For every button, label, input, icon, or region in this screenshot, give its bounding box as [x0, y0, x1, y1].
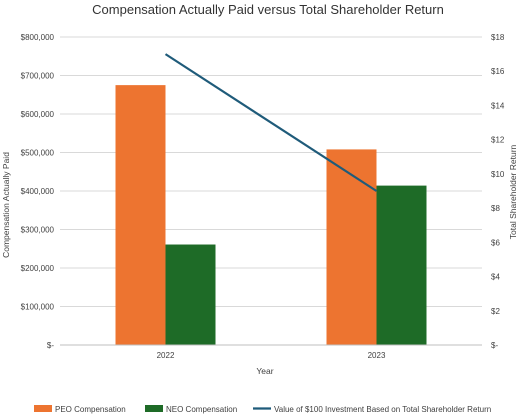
y-axis-label: Compensation Actually Paid: [1, 152, 11, 258]
bar-neo-2022: [165, 244, 216, 345]
bar-peo-2022: [115, 85, 166, 345]
y-tick-label: $300,000: [21, 226, 55, 235]
bars: [115, 85, 427, 345]
legend-label: Value of $100 Investment Based on Total …: [274, 405, 491, 414]
x-axis-label: Year: [256, 366, 273, 376]
y-tick-label: $700,000: [21, 72, 55, 81]
y2-tick-label: $2: [491, 307, 500, 316]
y2-tick-label: $14: [491, 101, 505, 110]
y-tick-label: $200,000: [21, 264, 55, 273]
y2-tick-label: $8: [491, 204, 500, 213]
legend: PEO Compensation NEO Compensation Value of…: [34, 405, 491, 414]
tsr-line: [164, 53, 378, 192]
y-tick-label: $100,000: [21, 303, 55, 312]
legend-label: NEO Compensation: [166, 405, 237, 414]
legend-label: PEO Compensation: [55, 405, 126, 414]
y-tick-label: $600,000: [21, 110, 55, 119]
y-tick-label: $800,000: [21, 33, 55, 42]
legend-swatch: [145, 405, 163, 412]
y2-tick-label: $6: [491, 238, 500, 247]
y-tick-label: $-: [47, 341, 54, 350]
bar-neo-2023: [376, 185, 427, 345]
category-labels: 2022 2023: [157, 351, 386, 360]
tsr-line-path: [164, 53, 378, 192]
y2-axis-label: Total Shareholder Return: [508, 144, 518, 239]
y2-tick-label: $4: [491, 273, 500, 282]
y2-tick-label: $-: [491, 341, 498, 350]
left-axis-ticks: $- $100,000 $200,000 $300,000 $400,000 $500,0…: [21, 33, 55, 350]
legend-swatch: [34, 405, 52, 412]
y-tick-label: $400,000: [21, 187, 55, 196]
y2-tick-label: $18: [491, 33, 505, 42]
x-tick-label: 2022: [157, 351, 175, 360]
y-tick-label: $500,000: [21, 149, 55, 158]
right-axis-ticks: $- $2 $4 $6 $8 $10 $12 $14 $16 $18: [491, 33, 505, 350]
y2-tick-label: $16: [491, 67, 505, 76]
y2-tick-label: $10: [491, 170, 505, 179]
y2-tick-label: $12: [491, 136, 505, 145]
x-tick-label: 2023: [368, 351, 386, 360]
bar-peo-2023: [326, 149, 377, 345]
chart-title: Compensation Actually Paid versus Total …: [92, 2, 444, 17]
